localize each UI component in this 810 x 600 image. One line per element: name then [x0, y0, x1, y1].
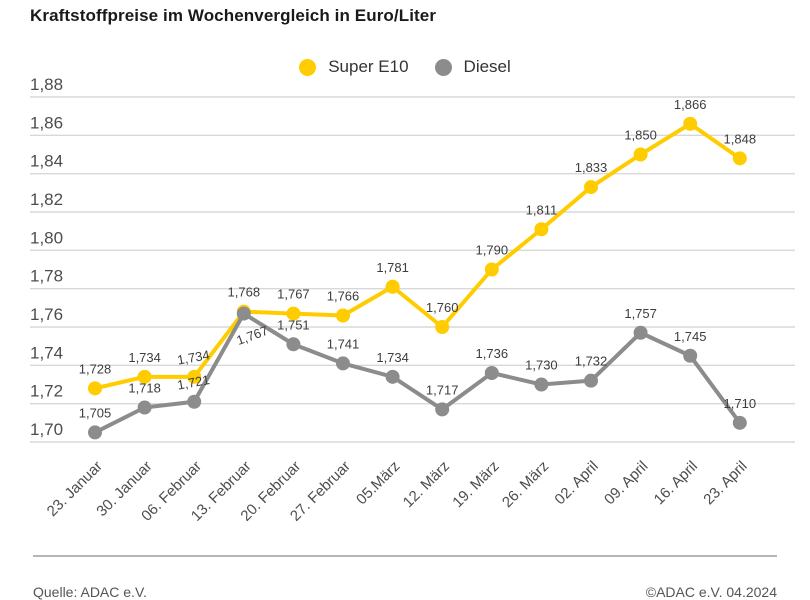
data-point-label: 1,751 — [277, 317, 310, 332]
data-point-label: 1,811 — [526, 202, 558, 217]
legend-label-super-e10: Super E10 — [328, 57, 409, 76]
data-point-label: 1,734 — [176, 347, 211, 367]
data-point-label: 1,730 — [525, 358, 558, 373]
data-point-label: 1,768 — [228, 285, 261, 300]
data-point-diesel — [534, 377, 549, 392]
data-point-label: 1,734 — [128, 350, 161, 365]
x-axis-tick-label: 19. März — [449, 458, 502, 511]
x-axis-tick-label: 05.März — [353, 458, 403, 508]
y-axis-tick-label: 1,78 — [30, 267, 63, 286]
data-point-diesel — [385, 369, 400, 384]
data-point-label: 1,718 — [128, 381, 161, 396]
data-point-diesel — [187, 394, 202, 409]
data-point-diesel — [683, 348, 698, 363]
x-axis-tick-label: 16. April — [651, 458, 701, 508]
data-point-label: 1,732 — [575, 354, 608, 369]
copyright-notice: ©ADAC e.V. 04.2024 — [645, 584, 777, 600]
legend-label-diesel: Diesel — [463, 57, 511, 76]
data-point-super-e10 — [683, 116, 698, 131]
data-point-super-e10 — [336, 308, 350, 323]
data-point-diesel — [88, 425, 102, 440]
y-axis-tick-label: 1,80 — [30, 228, 63, 247]
data-point-label: 1,790 — [476, 243, 509, 258]
x-axis-tick-label: 26. März — [499, 458, 552, 511]
data-point-label: 1,734 — [376, 350, 409, 365]
data-point-label: 1,717 — [426, 382, 459, 397]
data-point-diesel — [336, 356, 350, 371]
data-point-label: 1,767 — [277, 287, 310, 302]
data-point-label: 1,760 — [426, 300, 459, 315]
legend-item-diesel: Diesel — [434, 57, 511, 77]
data-point-label: 1,781 — [376, 260, 409, 275]
chart-title: Kraftstoffpreise im Wochenvergleich in E… — [30, 6, 437, 25]
y-axis-tick-label: 1,88 — [30, 75, 63, 94]
data-point-label: 1,866 — [674, 97, 707, 112]
y-axis-tick-label: 1,72 — [30, 382, 63, 401]
x-axis-tick-label: 09. April — [601, 458, 651, 508]
y-axis-tick-label: 1,82 — [30, 190, 63, 209]
data-point-label: 1,741 — [327, 336, 360, 351]
y-axis-tick-label: 1,70 — [30, 420, 63, 439]
data-point-diesel — [435, 402, 450, 417]
x-axis-tick-label: 02. April — [551, 458, 601, 508]
data-point-super-e10 — [484, 262, 499, 277]
data-point-label: 1,728 — [79, 361, 112, 376]
data-point-label: 1,745 — [674, 329, 707, 344]
legend-item-super-e10: Super E10 — [299, 57, 409, 77]
data-point-super-e10 — [286, 306, 301, 321]
x-axis-tick-label: 12. März — [400, 458, 453, 511]
data-point-diesel — [633, 325, 648, 340]
data-point-diesel — [484, 366, 499, 380]
series-line-diesel — [93, 311, 742, 435]
y-axis-tick-label: 1,86 — [30, 113, 63, 132]
data-point-label: 1,710 — [724, 396, 757, 411]
data-point-diesel — [236, 306, 251, 321]
data-point-super-e10 — [584, 180, 598, 195]
data-point-super-e10 — [534, 222, 549, 237]
data-point-label: 1,757 — [624, 306, 657, 321]
y-axis-tick-label: 1,84 — [30, 152, 63, 171]
data-point-label: 1,705 — [79, 405, 112, 420]
y-axis-tick-label: 1,76 — [30, 305, 63, 324]
data-point-label: 1,850 — [624, 128, 657, 143]
data-point-diesel — [137, 400, 152, 415]
series-line-super-e10 — [93, 121, 742, 391]
y-axis-tick-label: 1,74 — [30, 343, 63, 362]
data-point-super-e10 — [633, 147, 648, 162]
source-credit: Quelle: ADAC e.V. — [33, 584, 147, 600]
legend: Super E10 Diesel — [0, 57, 810, 77]
data-point-label: 1,848 — [724, 131, 757, 146]
data-point-label: 1,833 — [575, 160, 608, 175]
data-point-label: 1,766 — [327, 289, 360, 304]
data-point-super-e10 — [88, 381, 102, 396]
data-point-label: 1,736 — [476, 346, 509, 361]
data-point-super-e10 — [187, 369, 202, 384]
legend-dot-super-e10-icon — [299, 58, 317, 76]
data-point-super-e10 — [385, 279, 400, 294]
data-point-super-e10 — [732, 151, 747, 166]
data-point-diesel — [584, 373, 598, 388]
data-point-super-e10 — [137, 369, 152, 384]
data-point-diesel — [732, 415, 747, 430]
legend-dot-diesel-icon — [434, 58, 452, 76]
data-point-super-e10 — [435, 320, 450, 334]
footer-divider — [33, 555, 777, 557]
data-point-label: 1,721 — [176, 372, 211, 392]
data-point-diesel — [286, 337, 301, 352]
x-axis-tick-label: 23. April — [700, 458, 750, 508]
